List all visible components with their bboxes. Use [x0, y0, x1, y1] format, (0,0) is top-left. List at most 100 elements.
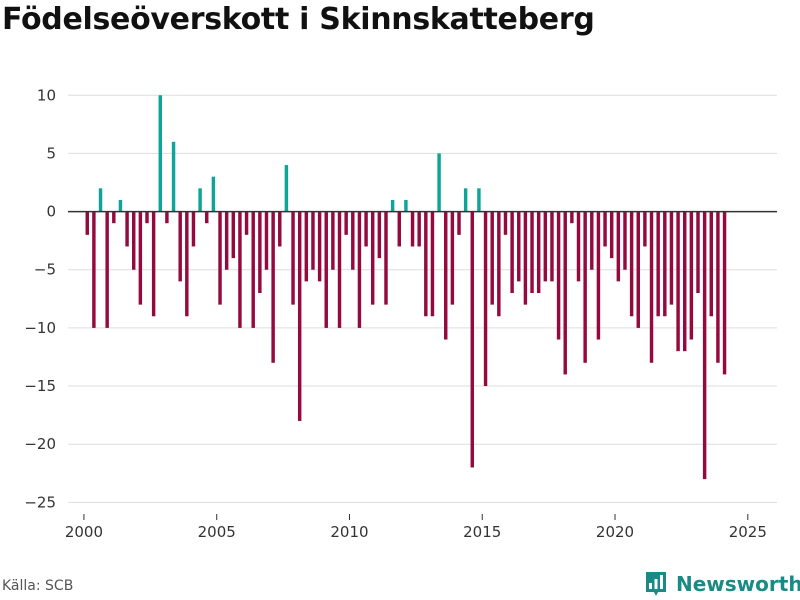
bar	[224, 211, 229, 270]
bar	[211, 176, 216, 212]
x-tick-label: 2015	[463, 523, 501, 541]
bar	[384, 211, 388, 305]
chart-title: Födelseöverskott i Skinnskatteberg	[2, 2, 595, 37]
bar	[205, 211, 209, 224]
bar	[503, 211, 508, 235]
bar	[410, 211, 415, 247]
bar	[297, 211, 302, 421]
bar	[218, 211, 222, 305]
bar	[643, 211, 647, 247]
bar	[151, 211, 156, 317]
bar	[331, 211, 335, 270]
bar	[437, 153, 441, 212]
bar	[145, 211, 149, 224]
bar	[457, 211, 461, 235]
bar	[118, 199, 123, 212]
bar	[663, 211, 667, 317]
bar	[523, 211, 528, 305]
bar	[430, 211, 435, 317]
bar-chart-logo-icon	[646, 572, 666, 596]
bar	[357, 211, 362, 328]
bar	[510, 211, 514, 293]
bar	[404, 199, 408, 212]
bar	[337, 211, 342, 328]
bar	[324, 211, 328, 328]
bar	[138, 211, 143, 305]
bar	[550, 211, 554, 282]
y-tick-label: 10	[37, 86, 56, 104]
y-tick-label: −10	[24, 319, 56, 337]
bar	[477, 188, 481, 212]
bar	[444, 211, 448, 340]
newsworthy-logo[interactable]: Newsworthy	[644, 570, 800, 598]
bar	[112, 211, 116, 224]
bar	[623, 211, 627, 270]
y-tick-label: 0	[46, 203, 56, 221]
bar	[470, 211, 475, 468]
bar	[543, 211, 548, 282]
bar	[424, 211, 428, 317]
bar	[178, 211, 182, 282]
bar	[291, 211, 295, 305]
bar	[251, 211, 255, 328]
bar	[576, 211, 581, 282]
bar	[603, 211, 607, 247]
bar	[676, 211, 680, 352]
bar	[563, 211, 567, 375]
bar	[85, 211, 89, 235]
bar	[191, 211, 196, 247]
bar	[370, 211, 375, 305]
bar	[556, 211, 561, 340]
bar	[463, 188, 468, 212]
bar	[722, 211, 727, 375]
bar	[696, 211, 700, 293]
bar	[649, 211, 654, 363]
x-tick-label: 2000	[65, 523, 103, 541]
bar	[417, 211, 421, 247]
bar	[92, 211, 96, 328]
bar	[629, 211, 634, 317]
bar	[450, 211, 455, 305]
bar	[344, 211, 348, 235]
bar	[165, 211, 169, 224]
bar	[125, 211, 129, 247]
bar	[317, 211, 322, 282]
bar	[530, 211, 534, 293]
x-tick-label: 2010	[330, 523, 368, 541]
y-tick-label: −5	[34, 261, 56, 279]
bar	[716, 211, 720, 363]
bar	[105, 211, 109, 328]
bar	[683, 211, 687, 352]
bar	[132, 211, 136, 270]
bar	[231, 211, 236, 259]
bar	[311, 211, 315, 270]
bar	[98, 188, 103, 212]
bar	[490, 211, 494, 305]
bar	[590, 211, 594, 270]
bar	[570, 211, 574, 224]
bar	[244, 211, 249, 235]
bar	[258, 211, 262, 293]
bar	[185, 211, 189, 317]
brand-name: Newsworthy	[676, 572, 800, 596]
bar	[616, 211, 621, 282]
bar	[351, 211, 355, 270]
bar	[497, 211, 501, 317]
bar	[596, 211, 601, 340]
y-tick-label: −15	[24, 377, 56, 395]
bar	[636, 211, 640, 328]
bar	[656, 211, 660, 317]
bar	[689, 211, 694, 340]
bar	[158, 95, 162, 212]
bars	[85, 95, 727, 480]
bar	[264, 211, 269, 270]
bar	[171, 141, 176, 212]
bar	[271, 211, 275, 363]
bar	[609, 211, 614, 259]
bar	[390, 199, 395, 212]
x-axis-ticks: 2000 2005 2010 2015 2020 2025	[65, 514, 767, 541]
bar	[284, 165, 289, 212]
y-tick-label: −25	[24, 493, 56, 511]
bar	[517, 211, 521, 282]
